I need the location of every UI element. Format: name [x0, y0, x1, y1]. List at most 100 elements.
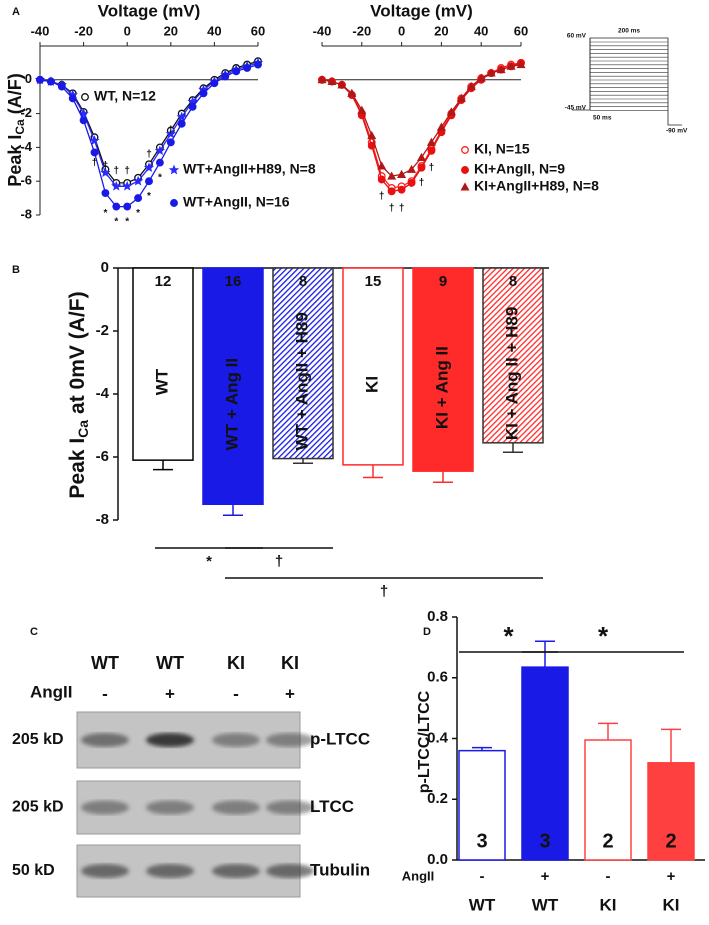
point	[416, 152, 427, 162]
y-tick-label: -8	[96, 511, 109, 528]
bar	[458, 749, 506, 861]
lane-label: WT	[156, 653, 184, 673]
annotation: †	[114, 166, 120, 177]
point	[357, 105, 367, 114]
y-axis-title: Peak ICa (A/F)	[5, 73, 27, 186]
legend-label: KI+AngII+H89, N=8	[474, 178, 599, 194]
annotation: †	[103, 161, 109, 172]
bar-n-label: 15	[365, 273, 382, 290]
bar-n-label: 12	[155, 273, 172, 290]
point	[377, 161, 387, 170]
x-tick-label: 60	[514, 23, 528, 38]
y-axis-title-part: at 0mV (A/F)	[66, 291, 89, 414]
bar	[132, 267, 194, 461]
point	[112, 202, 121, 211]
point	[397, 185, 406, 194]
blot-band	[81, 800, 129, 815]
bar-n-label: 3	[539, 830, 550, 852]
x-tick-label: WT	[469, 895, 496, 914]
point	[337, 80, 347, 89]
point	[143, 162, 155, 173]
blot-band	[146, 800, 194, 815]
point	[111, 180, 122, 191]
y-tick-label: -4	[20, 139, 32, 154]
treatment-sign: -	[480, 868, 485, 885]
significance-label: *	[206, 553, 212, 570]
blot-band	[146, 733, 194, 747]
point	[165, 128, 176, 139]
bar-label: WT + AngII + H89	[292, 312, 311, 450]
y-tick-label: -6	[96, 448, 109, 465]
protocol-label: 50 ms	[593, 115, 612, 122]
bar-n-label: 8	[299, 273, 307, 290]
point	[221, 72, 230, 81]
protocol-inset	[572, 37, 682, 126]
protocol-label: 60 mV	[567, 33, 587, 40]
point	[496, 65, 506, 74]
x-axis-title: Voltage (mV)	[98, 1, 201, 20]
legend-marker	[461, 146, 469, 154]
point	[243, 64, 252, 72]
legend-label: WT, N=12	[94, 88, 156, 104]
panel-label: B	[12, 264, 20, 276]
x-tick-label: 60	[251, 23, 265, 38]
bar-n-label: 2	[602, 830, 613, 852]
legend-label: WT+AngII, N=16	[183, 194, 290, 210]
point	[145, 177, 153, 186]
point	[446, 107, 456, 116]
y-axis-title: p-LTCC/LTCC	[416, 690, 433, 793]
y-axis-title-part: Peak I	[5, 135, 25, 187]
point	[176, 111, 187, 122]
blot-band	[146, 864, 194, 878]
size-label: 205 kD	[12, 731, 64, 748]
treatment-sign: +	[667, 868, 676, 885]
x-tick-label: -40	[313, 23, 332, 38]
bar-label: KI + Ang II + H89	[502, 307, 521, 441]
y-tick-label: -2	[96, 322, 109, 339]
legend-marker	[81, 93, 89, 101]
point	[327, 76, 337, 85]
protocol-label: -45 mV	[565, 105, 587, 112]
bar-label: WT + Ang II	[222, 358, 241, 450]
annotation: *	[147, 191, 151, 202]
panel-label: D	[423, 626, 431, 638]
y-axis-title-part: (A/F)	[5, 73, 25, 114]
point	[123, 202, 132, 211]
protocol-label: -90 mV	[666, 128, 688, 135]
annotation: †	[168, 125, 174, 136]
point	[516, 59, 526, 69]
point	[134, 194, 143, 203]
point	[89, 135, 100, 146]
legend-marker	[461, 166, 469, 174]
point	[36, 75, 44, 84]
y-axis-title: Peak ICa at 0mV (A/F)	[66, 291, 91, 498]
x-tick-label: 0	[124, 23, 131, 38]
point	[166, 138, 175, 147]
x-tick-label: -20	[74, 23, 93, 38]
y-tick-label: -6	[20, 173, 32, 188]
y-tick-label: -2	[20, 105, 32, 120]
annotation: *	[136, 208, 140, 219]
point	[417, 163, 426, 172]
y-tick-label: 0.8	[427, 608, 448, 625]
point	[154, 145, 166, 156]
y-tick-label: 0.2	[427, 790, 448, 807]
y-tick-label: -8	[20, 206, 32, 221]
x-tick-label: -20	[352, 23, 371, 38]
panel-label: C	[30, 626, 38, 638]
y-axis-title-sub: Ca	[75, 420, 91, 438]
significance-label: †	[380, 583, 388, 600]
y-tick-label: -4	[96, 385, 110, 402]
y-tick-label: 0.6	[427, 669, 448, 686]
target-label: Tubulin	[310, 860, 370, 879]
treatment-sign: +	[285, 684, 295, 703]
bar-n-label: 8	[509, 273, 517, 290]
blot-band	[212, 864, 260, 878]
annotation: *	[103, 208, 107, 219]
annotation: *	[114, 216, 118, 227]
y-axis-title-part: p-LTCC/LTCC	[416, 690, 433, 793]
protocol-label: 200 ms	[618, 28, 640, 35]
point	[46, 77, 55, 86]
point	[210, 79, 219, 88]
